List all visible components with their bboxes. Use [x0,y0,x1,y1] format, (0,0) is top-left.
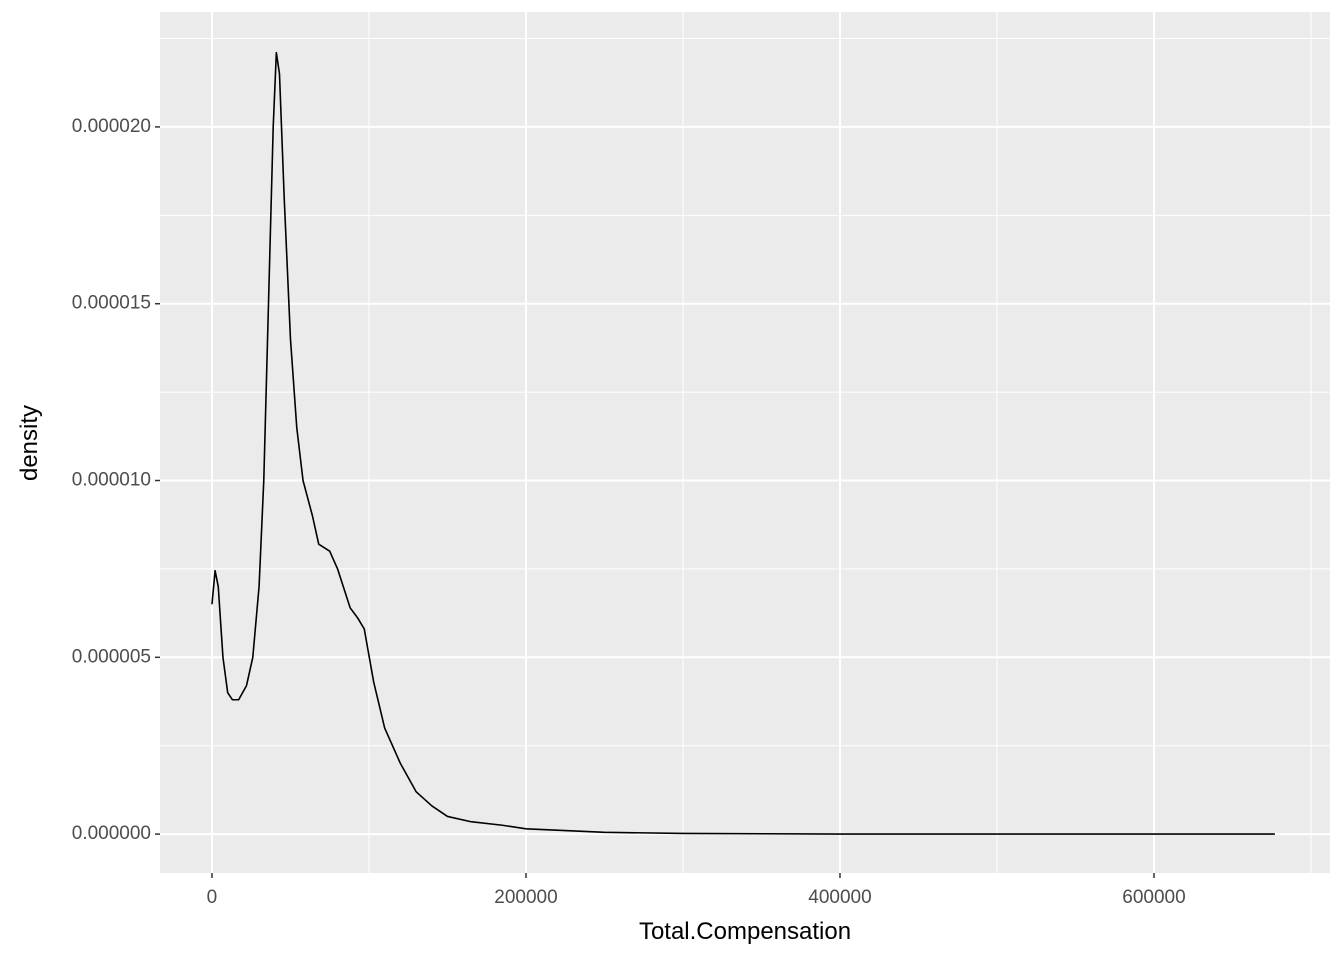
panel [160,12,1330,873]
y-tick-label: 0.000005 [72,646,151,667]
y-tick-label: 0.000015 [72,293,151,314]
y-tick-label: 0.000010 [72,470,151,491]
density-line [211,51,1275,835]
x-tick-label: 600000 [1122,887,1185,908]
y-axis-title: density [16,405,43,481]
x-axis-title: Total.Compensation [639,918,851,945]
y-tick-label: 0.000020 [72,116,151,137]
x-tick-label: 400000 [808,887,871,908]
plot [211,51,1275,835]
x-tick-label: 0 [207,887,218,908]
x-tick-label: 200000 [494,887,557,908]
y-tick-label: 0.000000 [72,823,151,844]
